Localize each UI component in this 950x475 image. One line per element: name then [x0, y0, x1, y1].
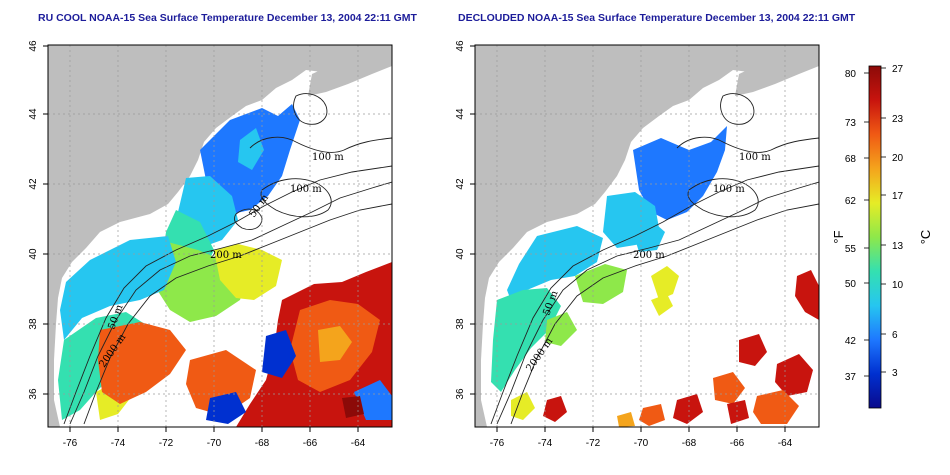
x-tick-label: -72: [586, 438, 601, 449]
y-tick-label: 36: [28, 388, 39, 400]
y-tick-label: 42: [455, 178, 466, 190]
map-frame-left: [47, 44, 393, 428]
land-mass: [475, 45, 819, 427]
x-tick-label: -64: [778, 438, 793, 449]
y-tick-label: 36: [455, 388, 466, 400]
sst-field-left: [58, 104, 392, 427]
celsius-tick: 6: [892, 330, 898, 341]
sst-field-right: [491, 126, 819, 427]
y-axis-labels-right: 36 38 40 42 44 46: [455, 40, 466, 400]
x-tick-label: -72: [159, 438, 174, 449]
celsius-tick: 23: [892, 114, 904, 125]
x-tick-label: -74: [538, 438, 553, 449]
x-tick-label: -76: [490, 438, 505, 449]
island-nova-scotia: [735, 52, 819, 96]
fahrenheit-tick: 50: [845, 279, 857, 290]
fahrenheit-tick: 37: [845, 372, 857, 383]
map-panel-left: 100 m 200 m 50 m 100 m 50 m 2000 m -76 -…: [28, 40, 393, 449]
bathymetry-contours-left: [63, 93, 392, 425]
colorbar-ticks: [864, 67, 886, 377]
map-area-left: 100 m 200 m 50 m 100 m 50 m 2000 m: [48, 45, 392, 427]
fahrenheit-unit-label: °F: [831, 230, 846, 243]
y-tick-label: 46: [28, 40, 39, 52]
x-tick-label: -70: [207, 438, 222, 449]
fahrenheit-tick: 80: [845, 69, 857, 80]
y-tick-label: 42: [28, 178, 39, 190]
bathymetry-contours-right: [490, 93, 819, 425]
fahrenheit-tick: 68: [845, 154, 857, 165]
y-tick-label: 40: [28, 248, 39, 260]
land-mass: [48, 45, 392, 427]
axis-ticks-right: [470, 45, 786, 432]
map-area-right: 100 m 100 m 200 m 50 m 2000 m: [475, 45, 819, 427]
fahrenheit-tick: 62: [845, 196, 857, 207]
celsius-tick: 3: [892, 368, 898, 379]
contour-label: 100 m: [290, 184, 322, 195]
celsius-tick: 17: [892, 191, 904, 202]
contour-label: 200 m: [633, 250, 665, 261]
y-tick-label: 46: [455, 40, 466, 52]
colorbar-scale: [868, 65, 882, 409]
contour-label: 100 m: [739, 152, 771, 163]
temperature-colorbar: 80 73 68 62 55 50 42 37 27 23 20 17 13 1…: [831, 64, 933, 409]
contour-label: 100 m: [312, 152, 344, 163]
panel-title-right: DECLOUDED NOAA-15 Sea Surface Temperatur…: [458, 12, 856, 24]
x-tick-label: -66: [730, 438, 745, 449]
y-tick-label: 44: [28, 108, 39, 120]
celsius-tick: 10: [892, 280, 904, 291]
celsius-tick-labels: 27 23 20 17 13 10 6 3: [892, 64, 904, 379]
island-nova-scotia: [308, 52, 392, 96]
celsius-tick: 13: [892, 241, 904, 252]
fahrenheit-tick: 42: [845, 336, 857, 347]
contour-label: 100 m: [713, 184, 745, 195]
contour-label: 200 m: [210, 250, 242, 261]
fahrenheit-tick: 73: [845, 118, 857, 129]
fahrenheit-tick-labels: 80 73 68 62 55 50 42 37: [845, 69, 857, 383]
x-axis-labels-left: -76 -74 -72 -70 -68 -66 -64: [63, 438, 366, 449]
fahrenheit-tick: 55: [845, 244, 857, 255]
y-tick-label: 40: [455, 248, 466, 260]
y-axis-labels-left: 36 38 40 42 44 46: [28, 40, 39, 400]
panel-title-left: RU COOL NOAA-15 Sea Surface Temperature …: [38, 12, 417, 24]
map-frame-right: [474, 44, 820, 428]
x-tick-label: -66: [303, 438, 318, 449]
x-tick-label: -64: [351, 438, 366, 449]
x-tick-label: -76: [63, 438, 78, 449]
y-tick-label: 44: [455, 108, 466, 120]
y-tick-label: 38: [455, 318, 466, 330]
x-axis-labels-right: -76 -74 -72 -70 -68 -66 -64: [490, 438, 793, 449]
celsius-unit-label: °C: [918, 230, 933, 245]
x-tick-label: -74: [111, 438, 126, 449]
x-tick-label: -68: [682, 438, 697, 449]
x-tick-label: -68: [255, 438, 270, 449]
celsius-tick: 27: [892, 64, 904, 75]
axis-ticks-left: [43, 45, 359, 432]
celsius-tick: 20: [892, 153, 904, 164]
x-tick-label: -70: [634, 438, 649, 449]
map-panel-right: 100 m 100 m 200 m 50 m 2000 m -76 -74 -7…: [455, 40, 820, 449]
graticule-right: [475, 45, 819, 427]
graticule-left: [48, 45, 392, 427]
y-tick-label: 38: [28, 318, 39, 330]
